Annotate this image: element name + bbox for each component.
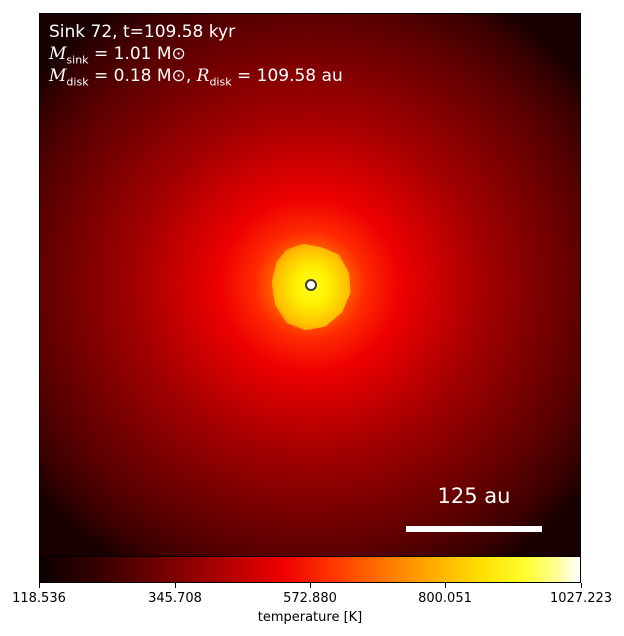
- colorbar-tick-label-4: 1027.223: [549, 591, 613, 606]
- disk-radius-value: 109.58: [256, 66, 317, 86]
- disk-line: Mdisk = 0.18 M⊙, Rdisk = 109.58 au: [49, 66, 343, 89]
- colorbar-tick-2: [309, 583, 311, 588]
- sink-mass-value: 1.01: [113, 44, 152, 64]
- solar-mass-unit: M⊙: [156, 44, 186, 64]
- colorbar-tick-3: [444, 583, 446, 588]
- colorbar-label: temperature [K]: [257, 610, 363, 625]
- colorbar-tick-4: [580, 583, 582, 588]
- colorbar-tick-label-1: 345.708: [148, 591, 202, 606]
- colorbar-tick-label-0: 118.536: [12, 591, 66, 606]
- disk-mass-value: 0.18: [113, 66, 152, 86]
- colorbar-tick-label-2: 572.880: [283, 591, 337, 606]
- sink-info-line: Sink 72, t=109.58 kyr: [49, 22, 236, 42]
- solar-mass-unit-2: M⊙: [156, 66, 186, 86]
- au-unit: au: [321, 66, 343, 86]
- sink-marker-icon: [305, 279, 317, 291]
- scale-bar-label: 125 au: [437, 484, 511, 508]
- sink-mass-line: Msink = 1.01 M⊙: [49, 44, 186, 67]
- colorbar-tick-1: [174, 583, 176, 588]
- colorbar-tick-label-3: 800.051: [418, 591, 472, 606]
- colorbar: [39, 556, 581, 583]
- scale-bar: [406, 526, 542, 532]
- colorbar-tick-0: [38, 583, 40, 588]
- temperature-map: Sink 72, t=109.58 kyr Msink = 1.01 M⊙ Md…: [39, 13, 581, 557]
